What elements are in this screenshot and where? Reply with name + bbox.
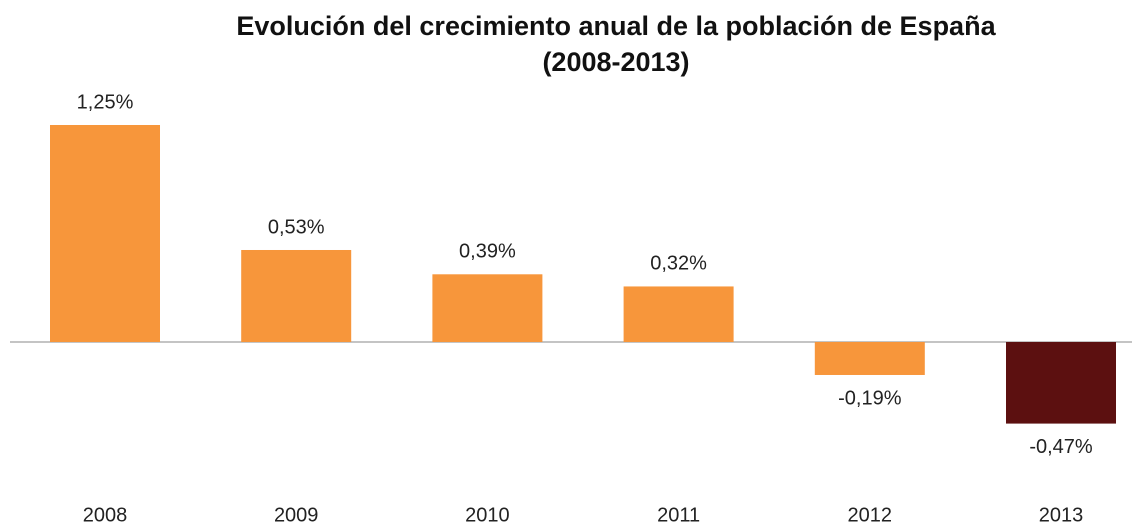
chart-title: Evolución del crecimiento anual de la po… bbox=[236, 11, 996, 41]
data-label: -0,19% bbox=[838, 387, 902, 409]
x-tick-label: 2009 bbox=[274, 504, 319, 526]
data-label: 0,39% bbox=[459, 241, 516, 263]
data-label: 1,25% bbox=[77, 91, 134, 113]
data-label: 0,53% bbox=[268, 216, 325, 238]
x-tick-label: 2010 bbox=[465, 504, 510, 526]
x-tick-label: 2013 bbox=[1039, 504, 1084, 526]
x-tick-label: 2012 bbox=[848, 504, 893, 526]
bar bbox=[241, 249, 352, 342]
bar bbox=[814, 342, 925, 375]
x-tick-label: 2008 bbox=[83, 504, 128, 526]
bar bbox=[1006, 342, 1116, 424]
bar bbox=[432, 274, 543, 342]
bar bbox=[623, 286, 734, 342]
data-label: 0,32% bbox=[650, 253, 707, 275]
bar bbox=[50, 125, 160, 342]
x-tick-label: 2011 bbox=[657, 504, 700, 526]
chart-title: (2008-2013) bbox=[542, 47, 689, 77]
data-label: -0,47% bbox=[1029, 436, 1093, 458]
